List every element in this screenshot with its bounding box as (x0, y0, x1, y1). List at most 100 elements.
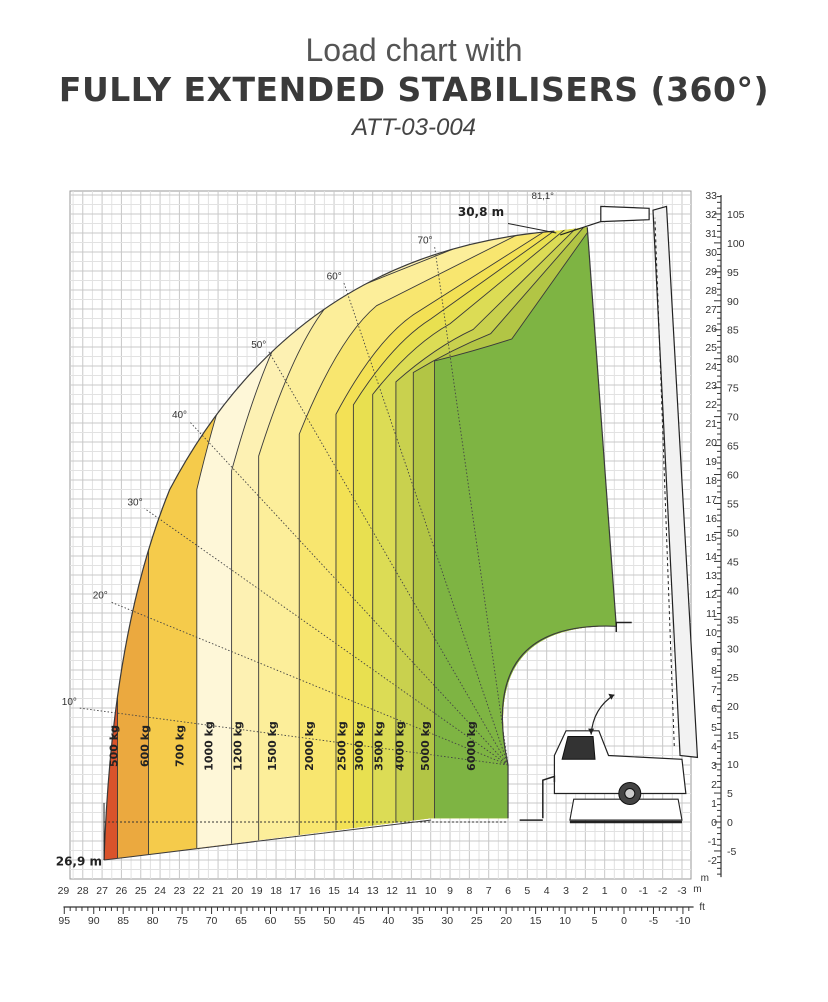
y-tick-label-m: 0 (711, 817, 717, 829)
y-tick-label-m: 8 (711, 665, 717, 677)
y-tick-label-ft: 105 (727, 209, 745, 221)
angle-label: 70° (417, 235, 432, 246)
x-tick-label-ft: 40 (382, 915, 394, 927)
rotation-arrow-head (608, 693, 615, 700)
angle-label: 20° (93, 591, 108, 602)
load-zone-label: 5000 kg (419, 721, 432, 771)
angle-line (188, 420, 509, 766)
y-tick-label-m: 27 (705, 304, 717, 316)
telehandler-machine (519, 205, 699, 824)
y-tick-label-ft: 90 (727, 296, 739, 308)
x-axis-unit-m: m (693, 884, 701, 895)
chassis (569, 798, 683, 821)
y-tick-label-m: 5 (711, 722, 717, 734)
x-tick-label-m: 9 (447, 885, 453, 897)
x-tick-label-ft: 30 (441, 915, 453, 927)
y-tick-label-ft: 75 (727, 383, 739, 395)
y-tick-label-m: 10 (705, 627, 717, 639)
fork (542, 775, 556, 819)
y-tick-label-m: 18 (705, 475, 717, 487)
boom-outer (652, 205, 699, 759)
wheel-hub (624, 788, 636, 799)
load-zone-label: 3500 kg (372, 721, 385, 771)
fork-tip-line (560, 221, 601, 236)
x-tick-label-m: -2 (658, 885, 667, 897)
x-tick-label-ft: 60 (265, 915, 277, 927)
load-zone-label: 1200 kg (231, 721, 244, 771)
x-tick-label-ft: 70 (206, 915, 218, 927)
envelope-right-edge (586, 227, 617, 627)
x-tick-label-ft: 75 (176, 915, 188, 927)
x-tick-label-ft: 95 (58, 915, 70, 927)
y-tick-label-m: 2 (711, 779, 717, 791)
load-zone-label: 3000 kg (353, 721, 366, 771)
y-tick-label-m: 29 (705, 266, 717, 278)
y-tick-label-m: 14 (705, 551, 717, 563)
envelope-inner-arc (501, 625, 617, 819)
y-tick-label-m: 16 (705, 513, 717, 525)
y-tick-label-ft: 65 (727, 441, 739, 453)
x-tick-label-m: 28 (77, 885, 89, 897)
x-tick-label-ft: 5 (592, 915, 598, 927)
y-tick-label-ft: 50 (727, 527, 739, 539)
y-tick-label-m: 28 (705, 285, 717, 297)
x-tick-label-m: 10 (425, 885, 437, 897)
y-tick-label-ft: 95 (727, 267, 739, 279)
x-tick-label-ft: -5 (649, 915, 658, 927)
x-tick-label-m: 11 (406, 885, 417, 897)
x-tick-label-m: 0 (621, 885, 627, 897)
x-tick-label-ft: 20 (500, 915, 512, 927)
load-zone-label: 700 kg (173, 725, 186, 767)
y-tick-label-m: 31 (705, 228, 717, 240)
angle-label: 50° (251, 340, 266, 351)
y-tick-label-ft: 40 (727, 585, 739, 597)
x-tick-label-m: 17 (290, 885, 302, 897)
x-tick-label-m: 27 (96, 885, 108, 897)
angle-label: 10° (62, 697, 77, 708)
x-tick-label-ft: 25 (471, 915, 483, 927)
x-tick-label-m: 2 (582, 885, 588, 897)
x-tick-label-ft: 55 (294, 915, 306, 927)
angle-lines (78, 246, 509, 766)
x-tick-label-m: 4 (544, 885, 550, 897)
angle-line (267, 350, 509, 766)
y-tick-label-m: 20 (705, 437, 717, 449)
y-tick-label-m: -1 (708, 836, 717, 848)
x-tick-label-m: 13 (367, 885, 379, 897)
load-zone-label: 500 kg (108, 725, 121, 767)
y-tick-label-ft: 85 (727, 325, 739, 337)
rotation-arrow-head (588, 728, 595, 735)
x-tick-label-m: 3 (563, 885, 569, 897)
y-tick-label-m: 17 (705, 494, 717, 506)
cab-window (561, 736, 596, 760)
x-tick-label-m: 21 (212, 885, 224, 897)
y-tick-label-m: 23 (705, 380, 717, 392)
x-tick-label-ft: -10 (675, 915, 690, 927)
y-tick-label-ft: 45 (727, 556, 739, 568)
y-tick-label-ft: 20 (727, 701, 739, 713)
y-tick-label-m: 32 (705, 209, 717, 221)
x-tick-label-m: 19 (251, 885, 263, 897)
angle-label: 40° (172, 410, 187, 421)
y-tick-label-m: 24 (705, 361, 717, 373)
y-tick-label-m: 19 (705, 456, 717, 468)
y-tick-label-m: 3 (711, 760, 717, 772)
load-zone-label: 1000 kg (202, 721, 215, 771)
x-tick-label-m: 8 (466, 885, 472, 897)
x-tick-label-m: 15 (328, 885, 340, 897)
y-tick-label-ft: 15 (727, 730, 739, 742)
y-tick-label-ft: 55 (727, 498, 739, 510)
x-tick-label-ft: 85 (117, 915, 129, 927)
chart-title-line2: FULLY EXTENDED STABILISERS (360°) (58, 70, 770, 109)
x-tick-label-m: 26 (116, 885, 128, 897)
x-tick-label-ft: 80 (147, 915, 159, 927)
load-zone-label: 4000 kg (394, 721, 407, 771)
load-zone-label: 600 kg (138, 725, 151, 767)
x-tick-label-m: 24 (154, 885, 166, 897)
x-tick-label-ft: 0 (621, 915, 627, 927)
y-tick-label-m: 30 (705, 247, 717, 259)
y-tick-label-m: 4 (711, 741, 717, 753)
y-tick-label-m: 6 (711, 703, 717, 715)
y-tick-label-ft: 30 (727, 643, 739, 655)
